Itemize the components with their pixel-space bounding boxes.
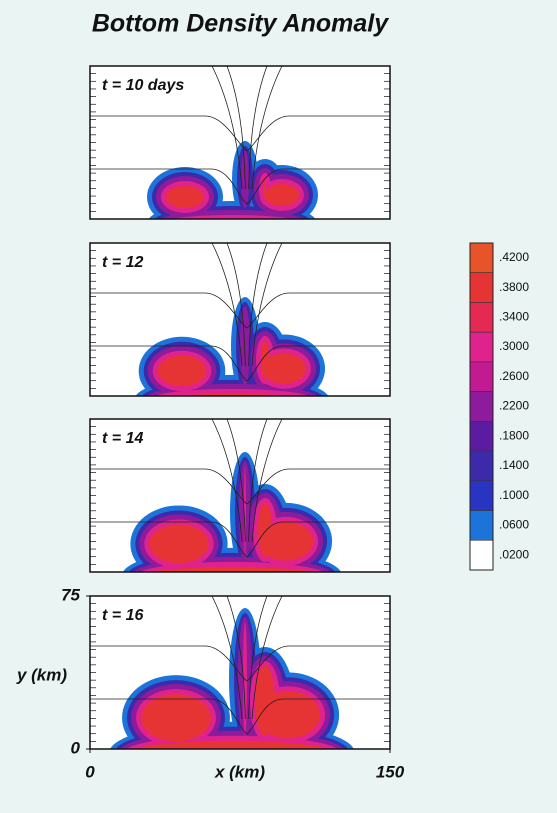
colorbar-frame xyxy=(469,242,494,571)
colorbar-label: .2600 xyxy=(499,369,529,383)
y-tick-label: 0 xyxy=(71,738,81,757)
colorbar-label: .3800 xyxy=(499,280,529,294)
density-region xyxy=(154,388,310,396)
density-region xyxy=(157,355,207,387)
topo-contour xyxy=(248,66,268,190)
panel-label: t = 12 xyxy=(102,254,143,271)
colorbar-label: .0600 xyxy=(499,518,529,532)
colorbar-cell xyxy=(469,480,494,511)
panel-label: t = 16 xyxy=(102,607,143,624)
colorbar-label: .3000 xyxy=(499,339,529,353)
topo-contour xyxy=(90,468,390,505)
topo-contour xyxy=(211,66,243,190)
panel-field xyxy=(90,66,390,219)
topo-contour xyxy=(90,345,390,382)
colorbar-label: .0200 xyxy=(499,547,529,561)
topo-contour xyxy=(226,66,246,190)
x-tick-label: 150 xyxy=(376,762,405,781)
colorbar-cell xyxy=(469,539,494,571)
colorbar-label: .2200 xyxy=(499,399,529,413)
density-region xyxy=(149,566,315,572)
y-axis-label: y (km) xyxy=(16,665,67,684)
density-region xyxy=(265,184,299,206)
topo-contour xyxy=(226,419,246,543)
colorbar-label: .1800 xyxy=(499,428,529,442)
density-region xyxy=(166,186,204,208)
colorbar-cell xyxy=(469,302,494,333)
density-region xyxy=(133,740,331,749)
panel-label: t = 14 xyxy=(102,430,143,447)
colorbar-cell xyxy=(469,421,494,452)
topo-contour xyxy=(90,645,390,682)
density-region xyxy=(264,178,266,200)
topo-contour xyxy=(226,243,246,367)
density-region xyxy=(255,666,275,736)
density-region xyxy=(149,524,209,564)
topo-contour xyxy=(90,292,390,329)
density-region xyxy=(258,503,272,557)
x-axis-label: x (km) xyxy=(214,762,265,781)
topo-contour xyxy=(211,419,243,543)
topo-contour xyxy=(226,596,246,720)
colorbar-label: .1000 xyxy=(499,488,529,502)
topo-contour xyxy=(90,698,390,735)
colorbar-cell xyxy=(469,331,494,363)
x-tick-label: 0 xyxy=(85,762,95,781)
colorbar-cell xyxy=(469,510,494,541)
colorbar-label: .1400 xyxy=(499,458,529,472)
colorbar-label: .3400 xyxy=(499,309,529,323)
density-region xyxy=(261,353,307,384)
topo-contour xyxy=(251,596,283,720)
topo-contour xyxy=(248,596,268,720)
density-region xyxy=(170,215,294,219)
colorbar-cell xyxy=(469,361,494,392)
colorbar-cell xyxy=(469,450,494,482)
panel-label: t = 10 days xyxy=(102,77,184,94)
topo-contour xyxy=(251,243,283,367)
density-region xyxy=(261,341,269,379)
density-region xyxy=(240,306,250,386)
density-region xyxy=(141,694,211,742)
y-tick-label: 75 xyxy=(61,585,80,604)
colorbar-cell xyxy=(469,272,494,303)
topo-contour xyxy=(251,419,283,543)
topo-contour xyxy=(211,243,243,367)
density-region xyxy=(258,521,314,561)
topo-contour xyxy=(251,66,283,190)
panel-field xyxy=(90,596,390,749)
colorbar-cell xyxy=(469,391,494,422)
panel-field xyxy=(90,419,390,572)
topo-contour xyxy=(211,596,243,720)
panel-field xyxy=(90,243,390,396)
topo-contour xyxy=(90,168,390,205)
topo-contour xyxy=(248,419,268,543)
colorbar-label: .4200 xyxy=(499,250,529,264)
topo-contour xyxy=(248,243,268,367)
chart-title: Bottom Density Anomaly xyxy=(92,10,389,38)
topo-contour xyxy=(90,521,390,558)
topo-contour xyxy=(90,115,390,152)
colorbar-cell xyxy=(469,242,494,274)
